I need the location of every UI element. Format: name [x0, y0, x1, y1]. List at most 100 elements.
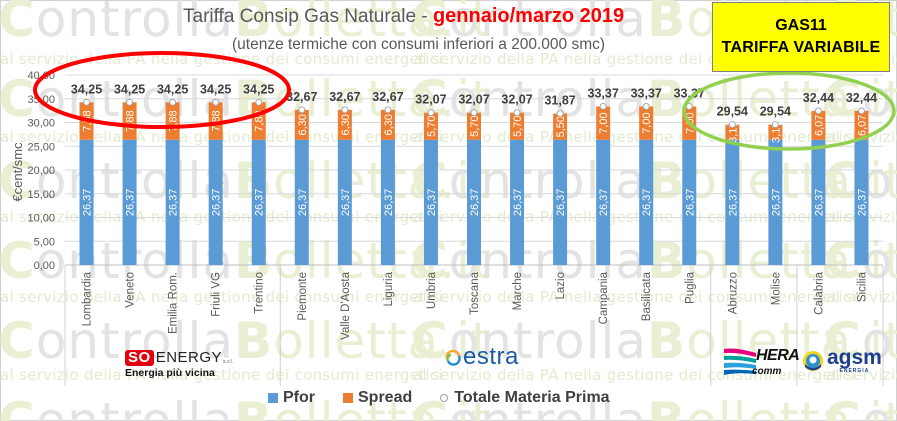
total-marker — [212, 98, 220, 106]
x-category-label: Sicilia — [856, 271, 868, 302]
badge-code: GAS11 — [775, 17, 827, 34]
pfor-value-label: 26,37 — [555, 189, 567, 217]
hera-logo-word: HERA — [756, 347, 800, 364]
total-marker — [298, 106, 306, 114]
bar-spread — [510, 112, 525, 140]
x-category-label: Abruzzo — [727, 272, 739, 314]
total-marker — [126, 98, 134, 106]
title-period: gennaio/marzo 2019 — [432, 5, 625, 27]
total-marker — [169, 98, 177, 106]
pfor-value-label: 26,37 — [340, 189, 352, 217]
bar-group: 26,37 6,30 32,67 Valle D'Aosta — [329, 90, 360, 340]
total-value-label: 31,87 — [544, 94, 575, 108]
bar-pfor — [854, 139, 869, 265]
total-marker — [556, 110, 564, 118]
pfor-value-label: 26,37 — [770, 189, 782, 217]
total-marker — [341, 106, 349, 114]
badge-type: TARIFFA VARIABILE — [721, 39, 881, 56]
x-category-label: Marche — [512, 272, 524, 310]
pfor-value-label: 26,37 — [727, 189, 739, 217]
total-value-label: 32,07 — [415, 93, 446, 107]
hera-comm-logo: HERA comm — [722, 347, 802, 383]
pfor-value-label: 26,37 — [211, 189, 223, 217]
soenergy-logo-word: ENERGY — [155, 349, 223, 366]
bar-pfor — [423, 139, 438, 265]
spread-value-label: 6,07 — [813, 115, 825, 136]
agsm-logo-word: agsm — [827, 346, 882, 369]
bar-spread — [294, 109, 309, 140]
title-prefix: Tariffa Consip Gas Naturale - — [183, 6, 433, 27]
agsm-drop-icon — [803, 351, 823, 371]
total-marker — [83, 98, 91, 106]
legend-swatch-pfor — [268, 393, 278, 403]
bar-spread — [639, 106, 654, 140]
y-tick-label: 5,00 — [34, 236, 55, 248]
total-value-label: 32,67 — [372, 90, 403, 104]
bar-spread — [380, 109, 395, 140]
y-axis-title: €cent/smc — [10, 142, 25, 202]
hera-logo-sub: comm — [752, 366, 782, 377]
estra-swirl-icon — [445, 349, 461, 366]
total-marker — [728, 121, 736, 129]
spread-value-label: 6,30 — [340, 114, 352, 135]
pfor-value-label: 26,37 — [426, 189, 438, 217]
total-marker — [513, 109, 521, 117]
bar-spread — [467, 112, 481, 140]
pfor-value-label: 26,37 — [684, 189, 696, 217]
pfor-value-label: 26,37 — [598, 189, 610, 217]
y-tick-label: 20,00 — [27, 165, 55, 177]
x-category-label: Basilicata — [641, 271, 653, 321]
spread-value-label: 6,07 — [856, 115, 868, 136]
agsm-logo-sub: ENERGIA — [839, 368, 870, 374]
total-value-label: 33,37 — [631, 86, 662, 100]
x-category-label: Piemonte — [297, 272, 309, 321]
bar-group: 26,37 6,07 32,44 Calabria — [803, 91, 834, 315]
bar-spread — [553, 113, 568, 140]
total-value-label: 32,67 — [329, 90, 360, 104]
bar-spread — [165, 102, 180, 140]
total-value-label: 34,25 — [200, 82, 231, 96]
bar-spread — [725, 124, 740, 140]
pfor-value-label: 26,37 — [469, 189, 481, 217]
bar-pfor — [553, 139, 568, 265]
bar-pfor — [725, 139, 740, 265]
bar-pfor — [79, 139, 94, 265]
x-category-label: Lazio — [555, 272, 567, 300]
bar-pfor — [337, 139, 352, 265]
total-marker — [384, 106, 392, 114]
total-marker — [470, 109, 478, 117]
bar-group: 26,37 7,88 34,25 Veneto — [114, 82, 145, 308]
x-category-label: Lombardia — [82, 271, 94, 326]
spread-value-label: 5,70 — [469, 115, 481, 136]
spread-value-label: 7,88 — [211, 110, 223, 131]
total-value-label: 34,25 — [114, 82, 145, 96]
y-tick-label: 30,00 — [27, 118, 55, 130]
pfor-value-label: 26,37 — [641, 189, 653, 217]
pfor-value-label: 26,37 — [82, 189, 94, 217]
legend-label-totale: Totale Materia Prima — [454, 389, 610, 406]
bar-spread — [596, 106, 611, 140]
spread-value-label: 7,00 — [641, 112, 653, 133]
y-tick-label: 25,00 — [27, 141, 55, 153]
total-value-label: 29,54 — [760, 105, 791, 119]
x-category-label: Emilia Rom. — [168, 272, 180, 334]
y-tick-label: 15,00 — [27, 189, 55, 201]
bar-group: 26,37 5,50 31,87 Lazio — [544, 94, 575, 300]
total-value-label: 34,25 — [71, 82, 102, 96]
bar-pfor — [510, 139, 525, 265]
bar-pfor — [639, 139, 654, 265]
legend-item-pfor: Pfor — [268, 389, 315, 407]
bar-pfor — [682, 139, 697, 265]
bar-group: 26,37 5,70 32,07 Marche — [501, 93, 532, 311]
x-category-label: Campania — [598, 271, 610, 324]
spread-value-label: 6,30 — [383, 114, 395, 135]
total-value-label: 33,37 — [588, 86, 619, 100]
x-category-label: Veneto — [125, 272, 137, 308]
pfor-value-label: 26,37 — [383, 189, 395, 217]
total-marker — [427, 109, 435, 117]
bar-group: 26,37 7,00 33,37 Campania — [588, 86, 619, 324]
spread-value-label: 5,70 — [512, 115, 524, 136]
